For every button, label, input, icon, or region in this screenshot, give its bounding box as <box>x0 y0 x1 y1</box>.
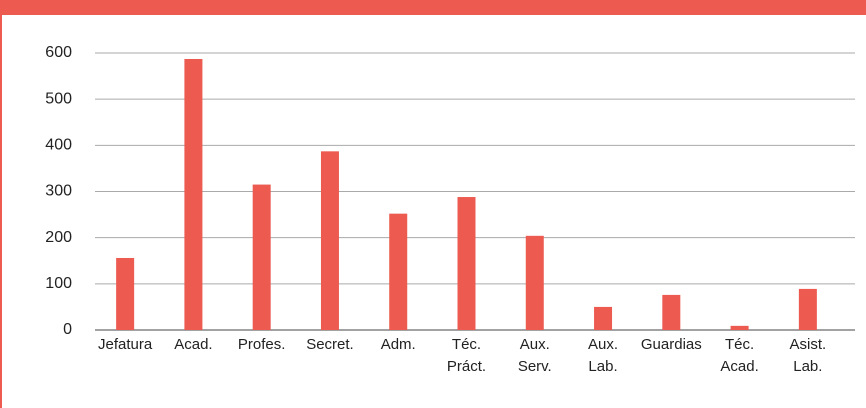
bar <box>184 59 203 330</box>
top-band <box>0 0 866 15</box>
bar <box>457 197 476 330</box>
bar <box>662 294 681 330</box>
x-tick-label: Aux. Lab. <box>588 336 619 375</box>
bar <box>252 184 271 330</box>
bar <box>798 288 817 330</box>
y-tick-label: 400 <box>45 137 72 154</box>
left-border <box>0 0 2 408</box>
x-tick-label: Guardias <box>640 336 702 353</box>
bar <box>525 235 544 330</box>
bar <box>320 151 339 330</box>
x-tick-label: Téc. Acad. <box>720 336 759 375</box>
bar <box>730 325 749 330</box>
y-tick-label: 600 <box>45 44 72 61</box>
bar <box>116 257 135 330</box>
y-tick-label: 300 <box>45 183 72 200</box>
x-tick-label: Asist. Lab. <box>789 336 827 375</box>
bar <box>594 306 613 330</box>
y-tick-label: 100 <box>45 275 72 292</box>
bar <box>389 213 408 330</box>
x-tick-label: Profes. <box>237 336 286 353</box>
x-tick-label: Adm. <box>380 336 416 353</box>
x-tick-label: Acad. <box>174 336 213 353</box>
y-tick-label: 200 <box>45 229 72 246</box>
y-tick-label: 500 <box>45 90 72 107</box>
x-tick-label: Jefatura <box>98 336 153 353</box>
x-tick-label: Aux. Serv. <box>517 336 552 375</box>
y-tick-label: 0 <box>63 321 72 338</box>
x-tick-label: Secret. <box>306 336 354 353</box>
x-tick-label: Téc. Práct. <box>446 336 487 375</box>
